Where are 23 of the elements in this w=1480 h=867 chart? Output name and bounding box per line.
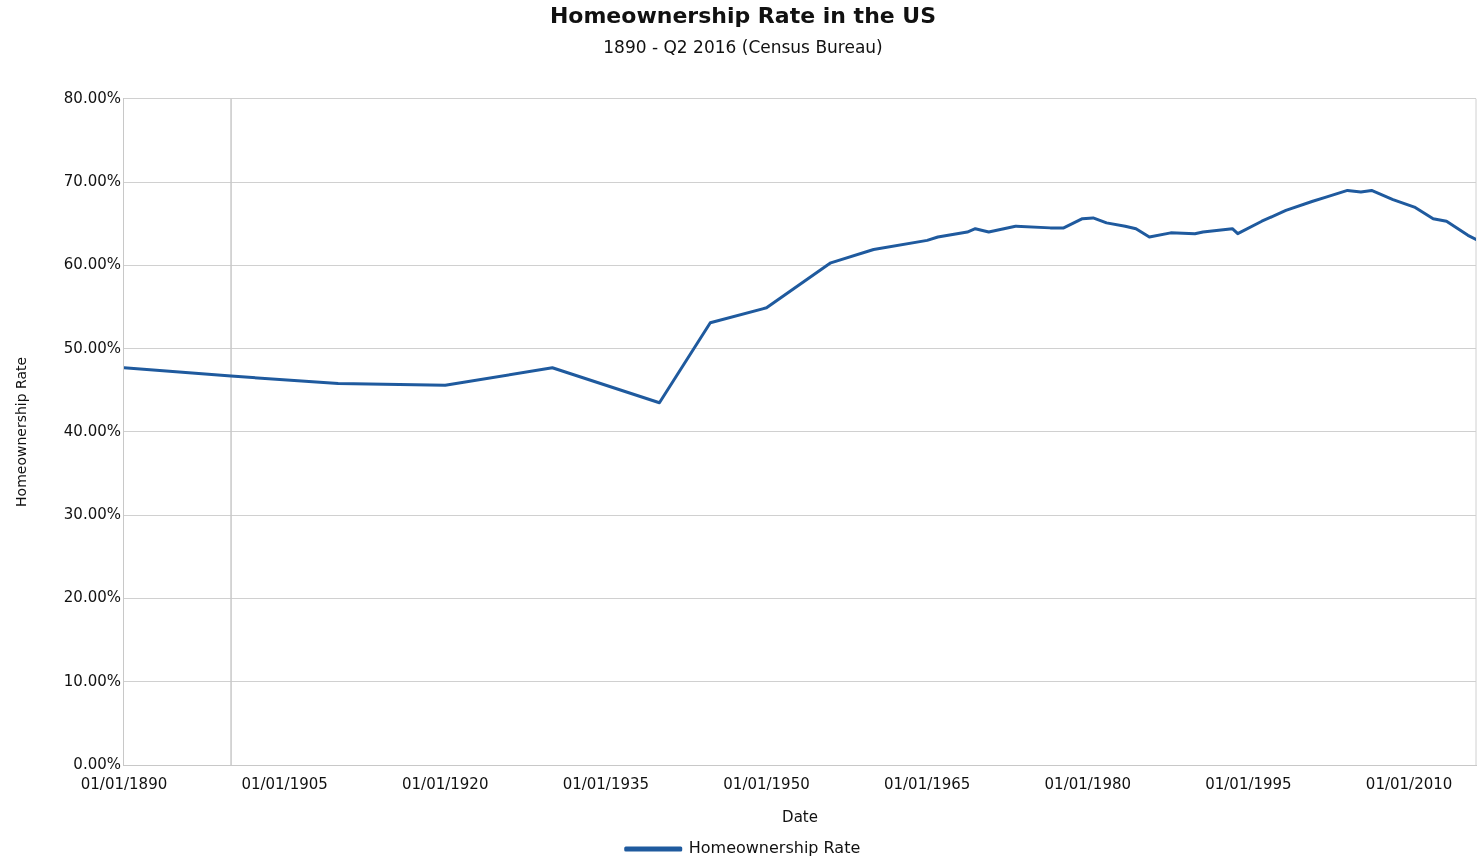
y-tick-label: 40.00% [63,421,121,440]
y-tick-label: 80.00% [63,88,121,107]
x-tick-label: 01/01/1980 [1044,774,1132,793]
x-tick-label: 01/01/1935 [562,774,650,793]
y-tick-label: 60.00% [63,255,121,274]
y-axis-title: Homeownership Rate [13,356,30,507]
chart-subtitle: 1890 - Q2 2016 (Census Bureau) [603,37,883,58]
y-tick-label: 70.00% [63,171,121,190]
x-tick-label: 01/01/1950 [723,774,810,793]
y-tick-label: 0.00% [73,754,121,773]
x-tick-label: 01/01/1905 [241,774,328,793]
x-tick-label: 01/01/1890 [80,774,168,793]
x-tick-label: 01/01/2010 [1365,774,1453,793]
y-tick-label: 50.00% [63,338,121,357]
x-tick-label: 01/01/1995 [1205,774,1292,793]
x-tick-label: 01/01/1965 [883,774,971,793]
y-tick-label: 10.00% [63,671,121,690]
chart-title: Homeownership Rate in the US [549,2,937,28]
x-tick-label: 01/01/1920 [402,774,489,793]
y-tick-label: 20.00% [63,588,121,607]
y-tick-label: 30.00% [63,505,121,524]
x-axis-title: Date [782,807,818,826]
legend-label: Homeownership Rate [688,838,861,858]
